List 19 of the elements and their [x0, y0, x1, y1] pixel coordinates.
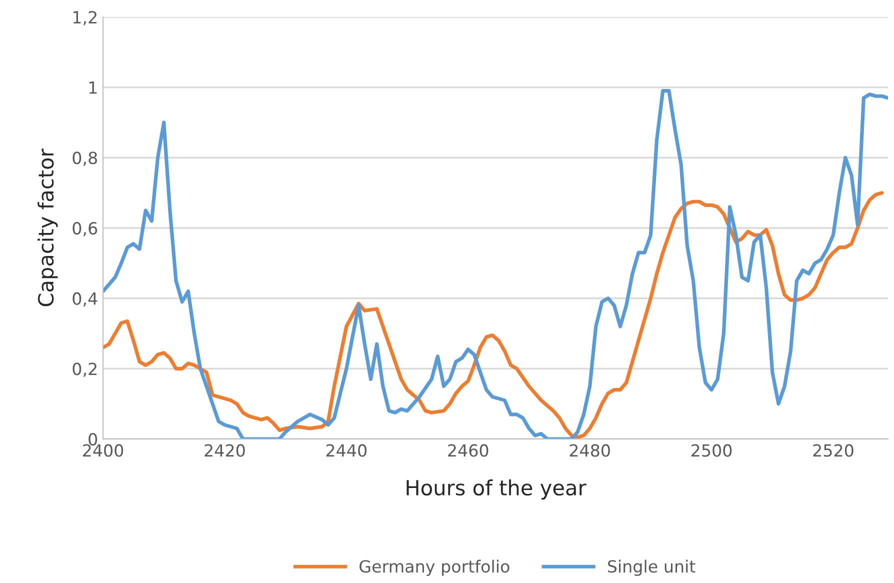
x-tick-label: 2480 — [570, 444, 610, 457]
x-tick-label: 2440 — [326, 444, 367, 457]
y-axis-title: Capacity factor — [38, 148, 58, 306]
x-tick-label: 2420 — [204, 444, 245, 457]
x-tick-label: 2520 — [813, 444, 854, 457]
y-tick-label: 1,2 — [73, 10, 96, 26]
y-tick-label: 0,8 — [72, 152, 97, 166]
x-axis-title: Hours of the year — [406, 479, 586, 500]
y-tick-label: 0,2 — [72, 362, 96, 377]
x-tick-label: 2400 — [83, 444, 124, 457]
x-tick-label: 2500 — [692, 444, 732, 457]
y-tick-label: 0 — [88, 432, 98, 446]
legend-label: Germany portfolio — [360, 560, 510, 576]
y-tick-label: 1 — [89, 82, 97, 94]
legend-label: Single unit — [608, 560, 696, 576]
x-tick-label: 2460 — [448, 444, 488, 457]
y-tick-label: 0,6 — [72, 222, 98, 236]
y-tick-label: 0,4 — [72, 292, 98, 307]
line-series — [103, 191, 884, 439]
